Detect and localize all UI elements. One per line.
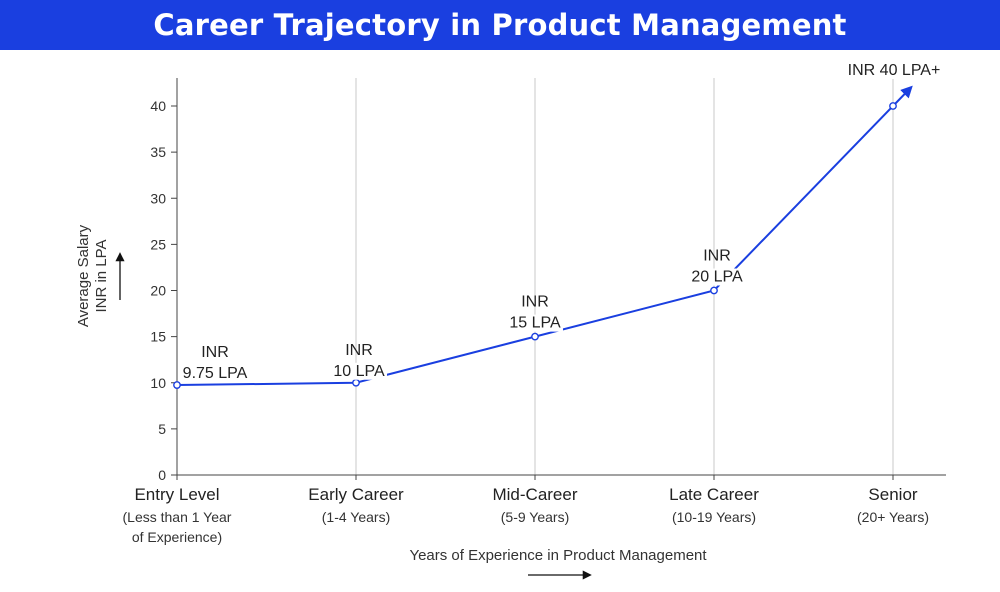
y-axis-title: Average Salary INR in LPA — [75, 224, 110, 327]
data-label-backing — [689, 268, 745, 286]
data-point — [889, 102, 897, 110]
data-label-backing — [845, 62, 943, 79]
y-tick-label: 0 — [158, 467, 166, 483]
x-axis-title: Years of Experience in Product Managemen… — [409, 547, 707, 564]
data-label: 10 LPA — [333, 363, 385, 380]
y-tick-label: 40 — [150, 98, 166, 114]
data-label: INR — [521, 294, 549, 311]
axes: 0 5 10 15 20 25 30 35 40 — [150, 78, 946, 483]
x-category-label: Entry Level — [134, 485, 219, 504]
x-category-sublabel: (10-19 Years) — [672, 509, 756, 525]
x-category-sublabel: (20+ Years) — [857, 509, 929, 525]
data-label: INR — [703, 248, 731, 265]
data-point — [173, 381, 181, 389]
y-tick-label: 10 — [150, 375, 166, 391]
y-tick-label: 25 — [150, 236, 166, 252]
series — [173, 85, 913, 389]
data-label-backing — [331, 362, 387, 380]
trend-arrow — [892, 85, 913, 107]
data-label-backing — [507, 314, 563, 332]
x-category-sublabel: (5-9 Years) — [501, 509, 569, 525]
x-category-label: Mid-Career — [492, 485, 577, 504]
x-category-sublabel: (Less than 1 Year — [123, 509, 232, 525]
data-label: 9.75 LPA — [183, 365, 248, 382]
y-tick-label: 20 — [150, 283, 166, 299]
y-axis-title-line2: INR in LPA — [93, 239, 110, 312]
gridlines — [355, 78, 894, 475]
data-point — [352, 378, 360, 387]
data-point — [531, 332, 539, 341]
x-category-label: Early Career — [308, 485, 404, 504]
x-category-sublabel: of Experience) — [132, 529, 222, 545]
data-point — [710, 286, 718, 295]
labels: Entry Level (Less than 1 Year of Experienc… — [75, 62, 943, 580]
data-label: INR 40 LPA+ — [848, 62, 941, 79]
y-tick-label: 15 — [150, 329, 166, 345]
title-bar: Career Trajectory in Product Management — [0, 0, 1000, 50]
data-label: INR — [345, 342, 373, 359]
data-label-backing — [180, 365, 250, 383]
chart-title: Career Trajectory in Product Management — [153, 8, 847, 42]
y-tick-label: 35 — [150, 144, 166, 160]
y-axis-title-line1: Average Salary — [75, 224, 92, 327]
data-label: 15 LPA — [509, 315, 561, 332]
data-label: 20 LPA — [691, 269, 743, 286]
y-tick-label: 5 — [158, 421, 166, 437]
x-category-sublabel: (1-4 Years) — [322, 509, 390, 525]
x-category-label: Senior — [868, 485, 917, 504]
y-tick-label: 30 — [150, 190, 166, 206]
data-label: INR — [201, 344, 229, 361]
x-category-label: Late Career — [669, 485, 759, 504]
